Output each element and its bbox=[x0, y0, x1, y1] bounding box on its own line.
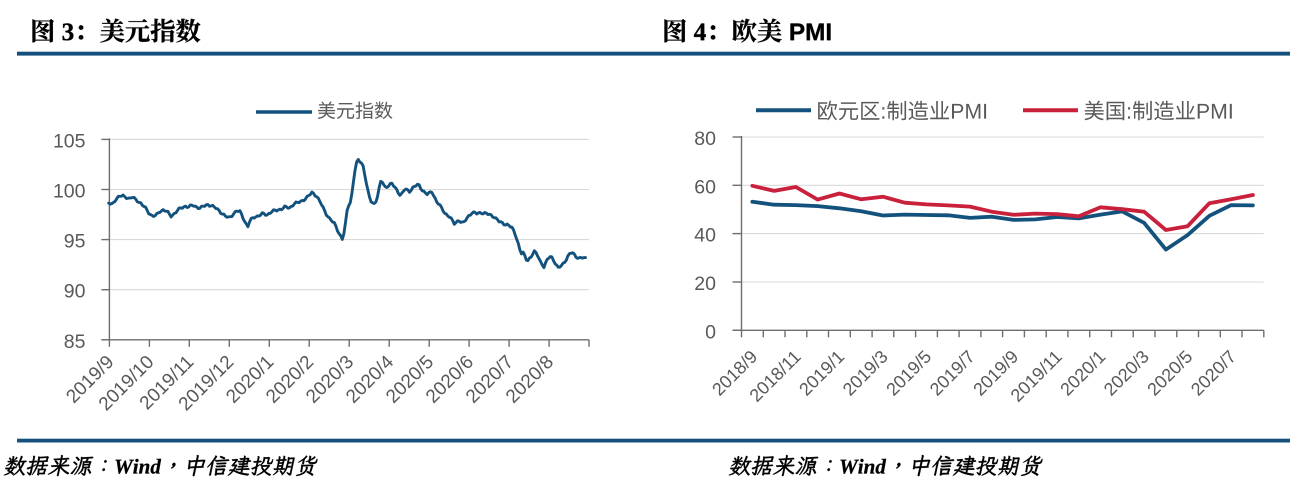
svg-text:2019/5: 2019/5 bbox=[882, 346, 935, 399]
svg-text:0: 0 bbox=[705, 321, 716, 343]
svg-text:2020/7: 2020/7 bbox=[1187, 346, 1240, 399]
svg-text:2019/1: 2019/1 bbox=[795, 346, 848, 399]
svg-text:105: 105 bbox=[53, 130, 86, 152]
svg-text:2019/3: 2019/3 bbox=[839, 346, 892, 399]
svg-text:85: 85 bbox=[64, 331, 86, 353]
svg-text:40: 40 bbox=[694, 225, 716, 247]
svg-text:2020/5: 2020/5 bbox=[1143, 346, 1196, 399]
svg-text:2019/7: 2019/7 bbox=[926, 346, 979, 399]
svg-text:95: 95 bbox=[64, 231, 86, 253]
svg-text:20: 20 bbox=[694, 273, 716, 295]
svg-text:90: 90 bbox=[64, 281, 86, 303]
svg-text:80: 80 bbox=[694, 128, 716, 150]
svg-text:100: 100 bbox=[53, 181, 86, 203]
svg-text:60: 60 bbox=[694, 176, 716, 198]
svg-text:2020/3: 2020/3 bbox=[1100, 346, 1153, 399]
svg-text:2020/1: 2020/1 bbox=[1056, 346, 1109, 399]
